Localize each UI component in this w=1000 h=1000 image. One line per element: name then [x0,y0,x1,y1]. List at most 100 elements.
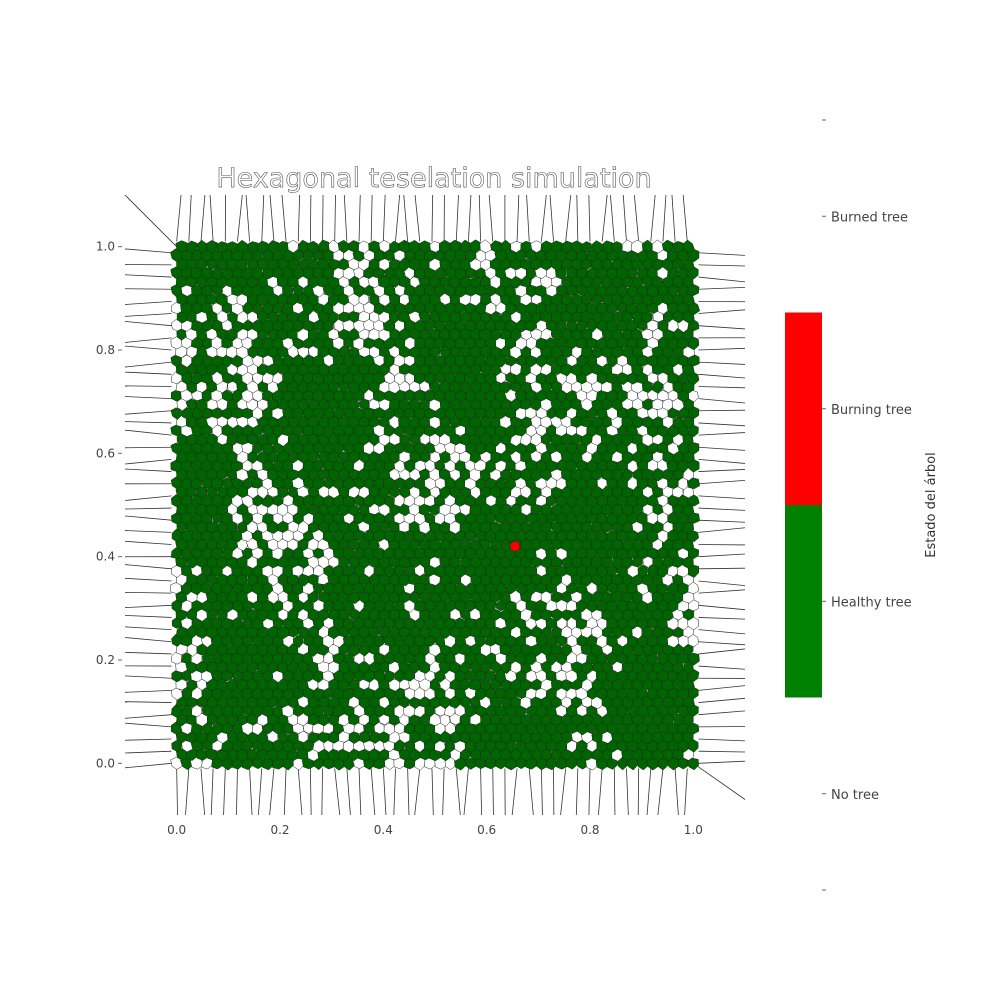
outer-edge [185,768,190,816]
cell-no-tree [479,239,492,253]
outer-edge [575,768,579,816]
cell-burning-tree [510,540,521,553]
cell-no-tree [246,311,258,324]
outer-edge [124,714,172,719]
cell-healthy-tree [682,311,695,324]
y-axis: 0.0 0.2 0.4 0.6 0.8 1.0 [96,240,122,770]
cell-healthy-tree [499,381,512,394]
cell-healthy-tree [551,591,563,603]
cell-no-tree [378,643,390,656]
outer-edge [698,553,746,558]
outer-edge [414,768,421,816]
outer-edge [598,768,603,816]
cell-healthy-tree [175,556,187,568]
outer-edge [297,768,303,816]
outer-edge [560,768,567,816]
cell-healthy-tree [308,258,319,270]
outer-edge [693,763,746,800]
outer-edge [698,495,746,500]
cell-no-tree [363,564,375,578]
outer-edge [269,768,275,816]
outer-edge [124,446,172,449]
colorbar-tick-label: Burned tree [831,210,908,225]
outer-edge [674,768,679,816]
cell-healthy-tree [470,538,482,552]
outer-edge [309,768,312,816]
x-tick-label: 0.8 [580,823,599,837]
outer-edge [601,194,608,242]
cell-healthy-tree [434,267,446,281]
cell-no-tree [597,477,608,490]
cell-healthy-tree [418,240,431,253]
cell-healthy-tree [464,705,477,718]
outer-edge [698,264,746,267]
cell-healthy-tree [686,757,699,771]
cell-healthy-tree [682,521,695,535]
cell-healthy-tree [637,564,648,578]
outer-edge [124,507,172,510]
outer-edge [516,194,520,242]
outer-edge [258,768,263,816]
outer-edge [698,252,746,256]
cell-healthy-tree [490,240,503,253]
outer-edge [671,194,676,242]
outer-edge [576,194,579,242]
outer-edge [657,768,664,816]
cell-no-tree [180,617,193,630]
outer-edge [237,194,243,242]
cell-healthy-tree [544,389,558,402]
outer-edge [200,768,206,816]
outer-edge [682,194,688,242]
outer-edge [684,768,688,816]
cell-healthy-tree [205,433,218,447]
outer-edge [488,194,494,242]
outer-edge [124,410,172,415]
outer-edge [480,768,482,816]
cell-healthy-tree [464,757,477,770]
outer-edge [124,591,172,594]
outer-edge [124,321,172,327]
cell-no-tree [170,756,183,770]
outer-edge [549,194,554,242]
outer-edge [370,194,373,242]
outer-edge [124,701,172,703]
outer-edge [249,768,253,816]
outer-edge [124,429,172,436]
outer-edge [455,194,459,242]
outer-edge [698,629,746,635]
colorbar-segment [785,120,822,313]
outer-edge [124,722,172,728]
x-tick-label: 0.6 [477,823,496,837]
outer-edge [124,337,172,343]
outer-edge [698,760,746,764]
outer-edge [468,194,472,242]
outer-edge [698,710,746,716]
colorbar-tick-label: Healthy tree [831,595,912,610]
cell-healthy-tree [196,486,208,498]
cell-healthy-tree [347,398,360,410]
outer-edge [646,768,652,816]
colorbar: Burned tree Burning tree Healthy tree No tr… [785,119,912,891]
outer-edge [124,689,172,693]
cell-healthy-tree [662,311,674,323]
outer-edge [382,194,386,242]
outer-edge [188,194,192,242]
colorbar-label: Estado del árbol [924,452,939,558]
outer-edge [346,768,351,816]
cell-healthy-tree [687,652,700,666]
outer-edge [588,768,591,816]
outer-edge [698,422,746,427]
outer-edge [698,276,746,283]
outer-edge [698,286,746,290]
outer-edge [393,768,396,816]
y-tick-label: 0.6 [96,446,115,460]
outer-edge [281,194,287,242]
cell-healthy-tree [444,599,456,612]
cell-healthy-tree [429,678,441,692]
outer-edge [124,637,172,643]
outer-edge [124,515,172,521]
y-tick-label: 0.4 [96,550,115,564]
outer-edge [370,768,376,816]
outer-edge [124,750,172,754]
outer-edge [334,194,336,242]
